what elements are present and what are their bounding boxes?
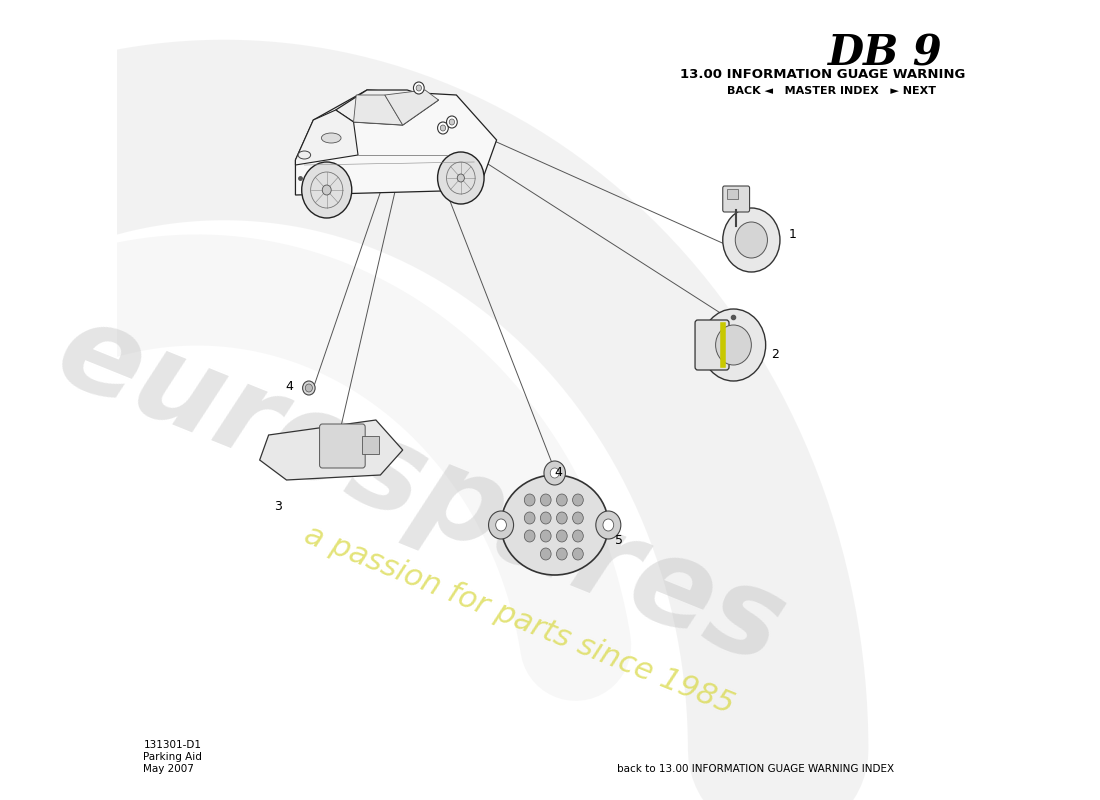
FancyBboxPatch shape [727, 189, 738, 199]
Circle shape [716, 325, 751, 365]
Polygon shape [296, 110, 358, 165]
Text: 4: 4 [285, 379, 293, 393]
Ellipse shape [321, 133, 341, 143]
Circle shape [306, 384, 312, 392]
Text: 13.00 INFORMATION GUAGE WARNING: 13.00 INFORMATION GUAGE WARNING [680, 68, 966, 81]
Polygon shape [336, 90, 439, 125]
Circle shape [322, 185, 331, 195]
Text: 2: 2 [771, 349, 779, 362]
Text: 4: 4 [554, 466, 562, 478]
Circle shape [702, 309, 766, 381]
Ellipse shape [298, 151, 310, 159]
Circle shape [440, 125, 446, 131]
Text: May 2007: May 2007 [143, 764, 195, 774]
Polygon shape [260, 420, 403, 480]
Circle shape [573, 530, 583, 542]
Circle shape [438, 152, 484, 204]
Circle shape [603, 519, 614, 531]
FancyBboxPatch shape [320, 424, 365, 468]
Circle shape [540, 494, 551, 506]
Text: eurospares: eurospares [41, 291, 801, 689]
Circle shape [525, 512, 535, 524]
Circle shape [573, 494, 583, 506]
Circle shape [557, 512, 568, 524]
Circle shape [557, 494, 568, 506]
Circle shape [723, 208, 780, 272]
Circle shape [449, 119, 454, 125]
Circle shape [438, 122, 449, 134]
Text: 131301-D1: 131301-D1 [143, 740, 201, 750]
Text: 5: 5 [616, 534, 624, 546]
Text: BACK ◄   MASTER INDEX   ► NEXT: BACK ◄ MASTER INDEX ► NEXT [727, 86, 936, 96]
Text: Parking Aid: Parking Aid [143, 752, 202, 762]
Circle shape [416, 85, 421, 91]
Circle shape [301, 162, 352, 218]
Ellipse shape [502, 475, 608, 575]
Circle shape [557, 548, 568, 560]
Circle shape [488, 511, 514, 539]
Circle shape [496, 519, 506, 531]
Circle shape [447, 116, 458, 128]
Circle shape [540, 512, 551, 524]
Text: back to 13.00 INFORMATION GUAGE WARNING INDEX: back to 13.00 INFORMATION GUAGE WARNING … [617, 764, 894, 774]
Circle shape [544, 461, 565, 485]
Circle shape [557, 530, 568, 542]
Circle shape [525, 494, 535, 506]
Circle shape [573, 548, 583, 560]
Circle shape [596, 511, 620, 539]
Text: a passion for parts since 1985: a passion for parts since 1985 [300, 520, 738, 720]
Text: 1: 1 [789, 229, 796, 242]
Text: 3: 3 [274, 500, 282, 513]
Circle shape [735, 222, 768, 258]
Polygon shape [385, 90, 439, 125]
FancyBboxPatch shape [723, 186, 749, 212]
Circle shape [414, 82, 425, 94]
Circle shape [540, 530, 551, 542]
Circle shape [550, 468, 559, 478]
FancyBboxPatch shape [695, 320, 729, 370]
FancyBboxPatch shape [362, 436, 380, 454]
Polygon shape [296, 90, 496, 195]
Circle shape [525, 530, 535, 542]
Text: DB 9: DB 9 [828, 32, 943, 74]
Polygon shape [353, 95, 403, 125]
Circle shape [302, 381, 315, 395]
Circle shape [573, 512, 583, 524]
Circle shape [458, 174, 464, 182]
Circle shape [540, 548, 551, 560]
